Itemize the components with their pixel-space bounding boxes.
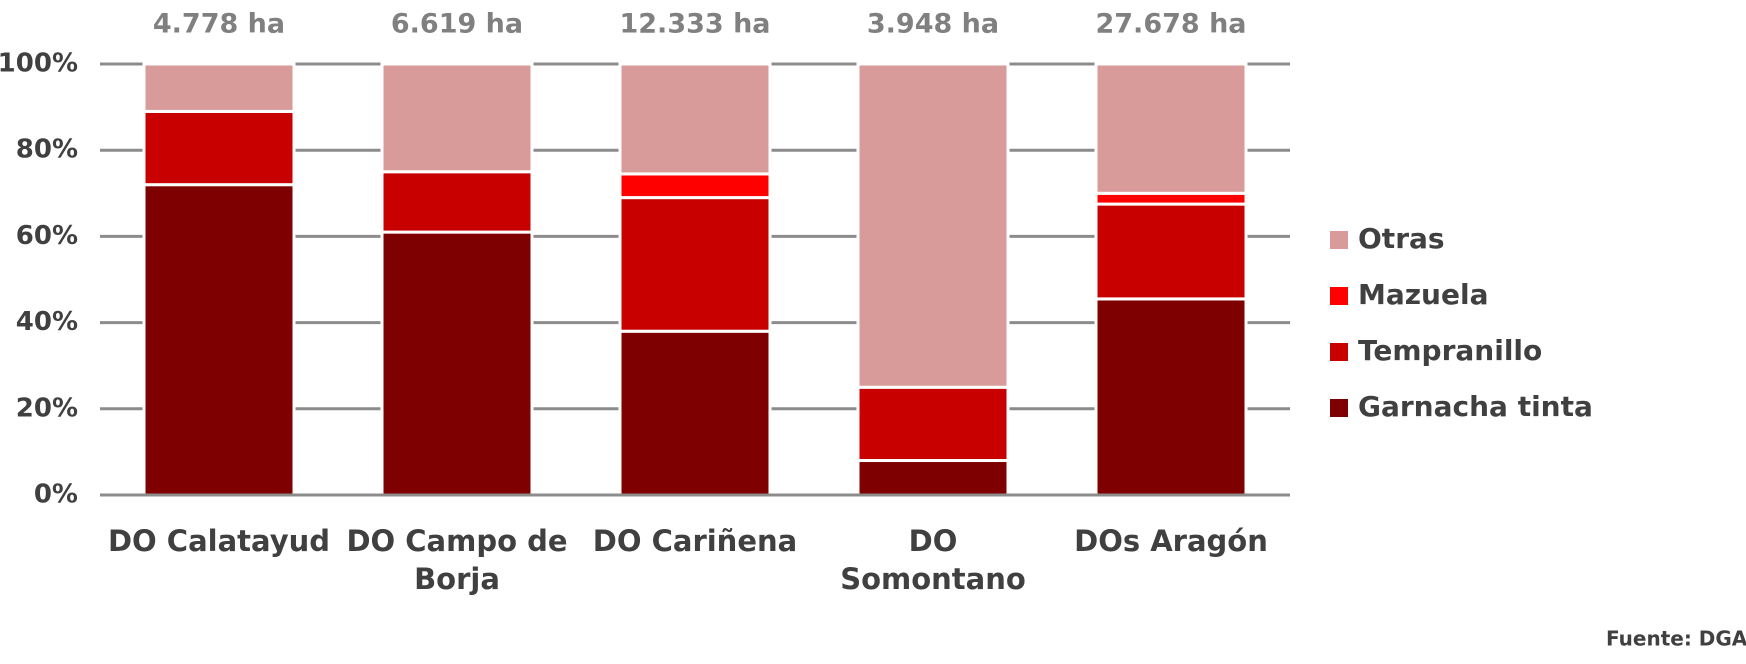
- bar-segment: [1094, 191, 1248, 206]
- y-tick-label: 0%: [34, 480, 78, 510]
- bar-segment: [618, 172, 772, 200]
- bar-annotation: 27.678 ha: [1095, 9, 1246, 40]
- legend-label: Tempranillo: [1358, 334, 1542, 367]
- bar-segment: [618, 329, 772, 497]
- legend-swatch: [1330, 287, 1348, 305]
- bar-annotation: 4.778 ha: [153, 9, 285, 40]
- x-tick-label: DO Campo de Borja: [346, 524, 568, 596]
- bar-segment: [142, 62, 296, 113]
- bar-segment: [618, 196, 772, 333]
- bar-segment: [380, 62, 534, 174]
- bar-segment: [142, 109, 296, 187]
- y-tick-label: 40%: [16, 307, 78, 337]
- x-tick-label: DO Calatayud: [107, 524, 331, 558]
- legend-swatch: [1330, 231, 1348, 249]
- legend-label: Garnacha tinta: [1358, 390, 1593, 423]
- bar-segment: [1094, 62, 1248, 195]
- legend-label: Otras: [1358, 222, 1445, 255]
- y-tick-label: 60%: [16, 221, 78, 251]
- y-tick-label: 100%: [0, 49, 78, 79]
- bar-segment: [1094, 297, 1248, 497]
- bar-segment: [856, 385, 1010, 463]
- legend-swatch: [1330, 399, 1348, 417]
- y-tick-label: 80%: [16, 135, 78, 165]
- source: Fuente: DGA,2013: [1606, 627, 1746, 651]
- bar-annotation: 3.948 ha: [867, 9, 999, 40]
- legend-swatch: [1330, 343, 1348, 361]
- bar-segment: [380, 170, 534, 234]
- bar-segment: [618, 62, 772, 176]
- legend-label: Mazuela: [1358, 278, 1488, 311]
- y-tick-label: 20%: [16, 393, 78, 423]
- bar-annotation: 6.619 ha: [391, 9, 523, 40]
- bar-segment: [1094, 202, 1248, 301]
- x-tick-label: DO Somontano: [840, 524, 1026, 596]
- x-tick-label: DO Cariñena: [592, 524, 798, 558]
- bar-segment: [856, 62, 1010, 389]
- bar-segment: [142, 183, 296, 497]
- bar-segment: [856, 459, 1010, 497]
- x-tick-label: DOs Aragón: [1074, 524, 1268, 558]
- bar-segment: [380, 230, 534, 497]
- bar-annotation: 12.333 ha: [619, 9, 770, 40]
